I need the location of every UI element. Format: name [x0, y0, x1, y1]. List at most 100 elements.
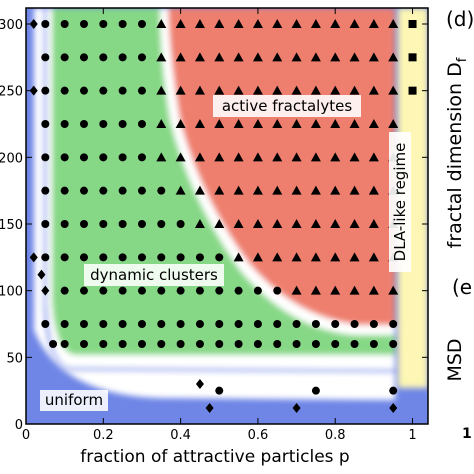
phase-regions	[26, 8, 428, 424]
marker-circle-dynamic-clusters	[118, 253, 127, 262]
marker-circle-dynamic-clusters	[253, 340, 262, 348]
marker-triangle-active-fractalytes	[233, 252, 244, 262]
marker-triangle-active-fractalytes	[175, 152, 186, 162]
marker-circle-dynamic-clusters	[118, 220, 127, 228]
marker-circle-dynamic-clusters	[273, 320, 282, 328]
marker-circle-dynamic-clusters	[137, 120, 146, 128]
marker-triangle-active-fractalytes	[156, 85, 167, 95]
marker-triangle-active-fractalytes	[310, 252, 321, 262]
marker-diamond-uniform	[195, 379, 204, 389]
marker-triangle-active-fractalytes	[330, 185, 341, 195]
marker-triangle-active-fractalytes	[252, 219, 263, 228]
marker-diamond-uniform	[292, 403, 301, 413]
marker-circle-dynamic-clusters	[350, 320, 359, 328]
marker-circle-dynamic-clusters	[79, 340, 88, 348]
marker-triangle-active-fractalytes	[349, 185, 360, 195]
marker-circle-dynamic-clusters	[99, 186, 108, 195]
marker-triangle-active-fractalytes	[349, 119, 360, 128]
marker-triangle-active-fractalytes	[330, 52, 341, 62]
marker-circle-dynamic-clusters	[234, 320, 243, 328]
panel-label-e: (e	[452, 275, 472, 299]
marker-triangle-active-fractalytes	[310, 185, 321, 195]
label-active-fractalytes: active fractalytes	[213, 95, 361, 117]
marker-circle-dynamic-clusters	[311, 340, 320, 348]
marker-circle-dynamic-clusters	[99, 120, 108, 128]
marker-circle-dynamic-clusters	[234, 286, 243, 295]
marker-circle-dynamic-clusters	[137, 220, 146, 228]
marker-triangle-active-fractalytes	[310, 219, 321, 228]
marker-diamond-uniform	[29, 85, 38, 96]
marker-circle-dynamic-clusters	[60, 53, 69, 62]
marker-circle-dynamic-clusters	[41, 20, 50, 28]
marker-circle-dynamic-clusters	[60, 286, 69, 295]
panel-label-d: (d)	[446, 7, 474, 31]
marker-triangle-active-fractalytes	[214, 85, 225, 95]
marker-circle-dynamic-clusters	[311, 386, 320, 395]
axes: 0 0.2 0.4 0.6 0.8 1 0 50 100 150 200 250 300	[0, 8, 428, 443]
marker-circle-dynamic-clusters	[389, 386, 398, 395]
marker-triangle-active-fractalytes	[368, 219, 379, 228]
marker-circle-dynamic-clusters	[195, 253, 204, 262]
marker-triangle-active-fractalytes	[368, 152, 379, 162]
marker-circle-dynamic-clusters	[331, 320, 340, 328]
marker-circle-dynamic-clusters	[118, 153, 127, 162]
marker-circle-dynamic-clusters	[215, 286, 224, 295]
marker-circle-dynamic-clusters	[234, 340, 243, 348]
marker-triangle-active-fractalytes	[156, 119, 167, 128]
marker-circle-dynamic-clusters	[176, 320, 185, 328]
marker-triangle-active-fractalytes	[368, 52, 379, 62]
x-tick-label: 0.4	[170, 428, 191, 443]
y-tick-label: 0	[15, 418, 23, 433]
marker-triangle-active-fractalytes	[291, 252, 302, 262]
marker-circle-dynamic-clusters	[79, 86, 88, 95]
marker-circle-dynamic-clusters	[176, 253, 185, 262]
marker-circle-dynamic-clusters	[118, 53, 127, 62]
marker-triangle-active-fractalytes	[272, 19, 283, 28]
marker-diamond-uniform	[29, 252, 38, 263]
marker-circle-dynamic-clusters	[79, 320, 88, 328]
marker-circle-dynamic-clusters	[137, 53, 146, 62]
marker-triangle-active-fractalytes	[272, 185, 283, 195]
marker-diamond-uniform	[37, 269, 46, 280]
marker-diamond-uniform	[389, 403, 398, 413]
marker-triangle-active-fractalytes	[194, 152, 205, 162]
marker-triangle-active-fractalytes	[330, 252, 341, 262]
marker-circle-dynamic-clusters	[369, 340, 378, 348]
marker-triangle-active-fractalytes	[194, 52, 205, 62]
marker-triangle-active-fractalytes	[214, 185, 225, 195]
panel-bottom-mark: 1	[462, 426, 472, 442]
marker-circle-dynamic-clusters	[60, 120, 69, 128]
marker-triangle-active-fractalytes	[156, 19, 167, 28]
fractal-dimension-label: fractal dimension Df	[444, 57, 470, 248]
marker-triangle-active-fractalytes	[291, 185, 302, 195]
marker-circle-dynamic-clusters	[41, 320, 50, 328]
marker-circle-dynamic-clusters	[292, 340, 301, 348]
marker-circle-dynamic-clusters	[99, 320, 108, 328]
marker-triangle-active-fractalytes	[214, 52, 225, 62]
marker-triangle-active-fractalytes	[175, 52, 186, 62]
marker-circle-dynamic-clusters	[60, 320, 69, 328]
marker-triangle-active-fractalytes	[388, 285, 399, 295]
marker-circle-dynamic-clusters	[137, 186, 146, 195]
marker-triangle-active-fractalytes	[194, 19, 205, 28]
marker-circle-dynamic-clusters	[79, 220, 88, 228]
marker-triangle-active-fractalytes	[330, 85, 341, 95]
marker-circle-dynamic-clusters	[253, 320, 262, 328]
side-panel-labels: (d) fractal dimension Df (e MSD 1	[444, 7, 474, 442]
label-dynamic-clusters-text: dynamic clusters	[90, 266, 218, 284]
marker-triangle-active-fractalytes	[291, 52, 302, 62]
marker-circle-dynamic-clusters	[157, 220, 166, 228]
marker-triangle-active-fractalytes	[349, 19, 360, 28]
marker-circle-dynamic-clusters	[41, 86, 50, 95]
marker-triangle-active-fractalytes	[233, 185, 244, 195]
marker-triangle-active-fractalytes	[388, 19, 399, 28]
marker-triangle-active-fractalytes	[272, 252, 283, 262]
x-tick-label: 0.2	[93, 428, 114, 443]
marker-circle-dynamic-clusters	[311, 320, 320, 328]
marker-circle-dynamic-clusters	[389, 340, 398, 348]
label-dla-like: DLA-like regime	[389, 132, 411, 272]
marker-triangle-active-fractalytes	[388, 85, 399, 95]
marker-triangle-active-fractalytes	[175, 119, 186, 128]
marker-triangle-active-fractalytes	[252, 119, 263, 128]
marker-circle-dynamic-clusters	[79, 186, 88, 195]
